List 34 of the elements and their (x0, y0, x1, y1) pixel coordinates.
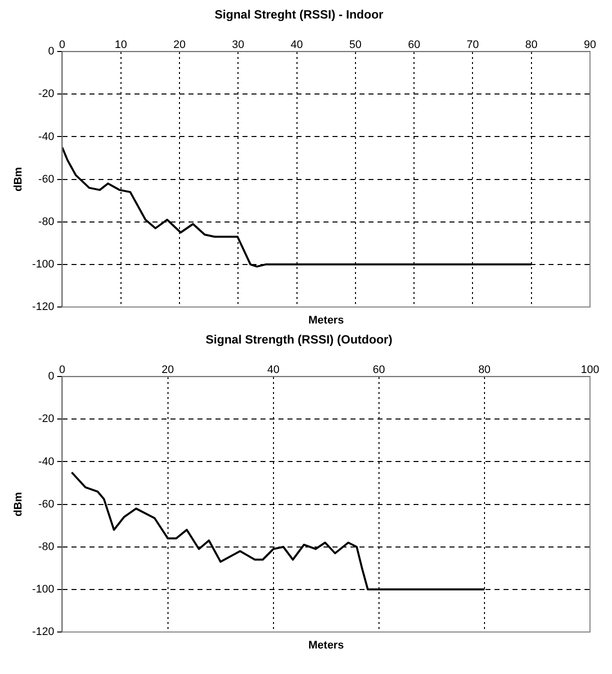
y-tick-label: -40 (38, 456, 54, 468)
x-tick-label: 70 (466, 39, 479, 52)
x-axis-title: Meters (308, 314, 344, 327)
y-tick-label: -120 (32, 301, 54, 314)
y-axis-title: dBm (12, 166, 25, 192)
x-tick-label: 80 (525, 39, 538, 52)
y-tick-label: -20 (38, 88, 54, 100)
y-tick-label: -20 (38, 413, 54, 426)
y-tick-label: -60 (38, 498, 54, 510)
x-tick-label: 0 (59, 39, 66, 52)
y-tick-label: -60 (38, 173, 54, 186)
x-tick-label: 60 (408, 39, 420, 52)
y-axis-title: dBm (12, 492, 25, 517)
y-tick-label: -80 (38, 540, 54, 553)
x-tick-label: 100 (580, 364, 600, 376)
chart-title: Signal Strength (RSSI) (Outdoor) (206, 332, 392, 347)
x-tick-label: 20 (173, 39, 186, 52)
x-tick-label: 30 (232, 39, 244, 52)
x-tick-label: 90 (584, 39, 596, 52)
x-axis-title: Meters (308, 640, 344, 652)
x-tick-label: 20 (162, 364, 174, 376)
y-tick-label: -80 (38, 216, 54, 228)
y-tick-label: -100 (32, 583, 54, 596)
y-tick-label: -120 (32, 626, 54, 638)
x-tick-label: 0 (59, 364, 66, 376)
y-tick-label: -100 (32, 258, 54, 270)
x-tick-label: 80 (478, 364, 491, 376)
x-tick-label: 40 (290, 39, 303, 52)
chart-title: Signal Streght (RSSI) - Indoor (214, 8, 384, 22)
x-tick-label: 10 (114, 39, 127, 52)
x-tick-label: 40 (267, 364, 280, 376)
x-tick-label: 50 (349, 39, 362, 52)
x-tick-label: 60 (372, 364, 386, 376)
y-tick-label: -40 (38, 130, 54, 143)
